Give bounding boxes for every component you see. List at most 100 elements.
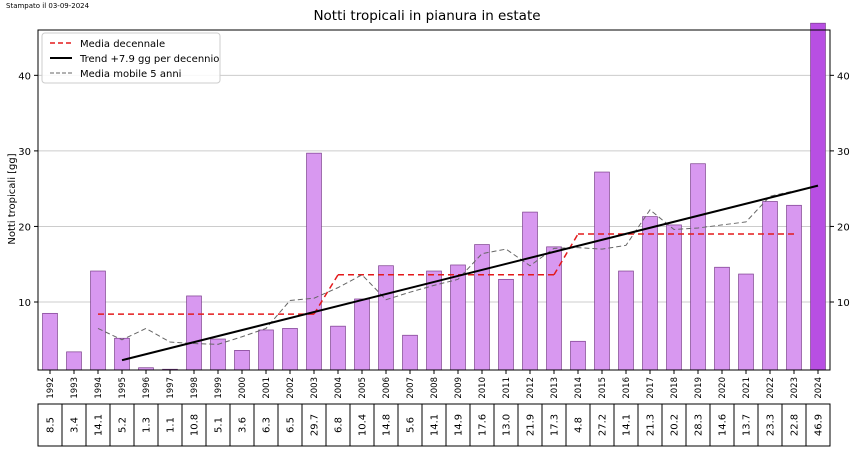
value-label: 3.4	[70, 417, 81, 433]
bar	[282, 328, 298, 371]
bar	[618, 270, 634, 371]
value-label: 14.1	[622, 414, 633, 436]
value-label: 21.3	[646, 414, 657, 436]
x-tick-label: 2010	[478, 377, 488, 399]
bar	[522, 211, 538, 371]
bar	[450, 264, 466, 371]
bar	[642, 216, 658, 371]
x-tick-label: 2007	[406, 377, 416, 399]
x-tick-label: 1993	[70, 377, 80, 399]
bar	[354, 298, 370, 371]
legend-label: Media decennale	[80, 39, 165, 50]
bar	[474, 244, 490, 371]
value-label: 20.2	[670, 414, 681, 436]
value-label: 22.8	[790, 414, 801, 436]
x-tick-label: 1999	[214, 377, 224, 399]
x-tick-label: 2000	[238, 377, 248, 399]
y-tick-label: 30	[18, 147, 31, 158]
print-date: Stampato il 03-09-2024	[6, 2, 90, 10]
trend-line	[121, 184, 819, 362]
value-label: 4.8	[574, 417, 585, 433]
bar	[258, 329, 274, 371]
value-label: 5.2	[118, 417, 129, 433]
y-tick-label: 40	[18, 71, 31, 82]
value-label: 6.8	[334, 417, 345, 433]
bar	[594, 171, 610, 371]
y-tick-label: 10	[18, 298, 31, 309]
x-tick-label: 2004	[334, 377, 344, 399]
value-label: 46.9	[814, 414, 825, 436]
x-tick-label: 2016	[622, 377, 632, 399]
value-label: 28.3	[694, 414, 705, 436]
y-tick-label: 30	[837, 147, 850, 158]
bar	[186, 295, 202, 371]
bar	[90, 270, 106, 371]
x-tick-label: 1994	[94, 377, 104, 399]
value-label: 21.9	[526, 414, 537, 436]
value-label: 27.2	[598, 414, 609, 436]
x-tick-label: 1992	[46, 377, 56, 399]
value-label: 10.4	[358, 414, 369, 436]
decade-mean-connector	[313, 274, 339, 315]
value-label: 17.3	[550, 414, 561, 436]
x-tick-label: 2005	[358, 377, 368, 399]
chart-title: Notti tropicali in pianura in estate	[313, 8, 540, 24]
y-tick-label: 20	[18, 222, 31, 233]
legend-box	[41, 32, 221, 84]
x-tick-label: 2003	[310, 377, 320, 399]
value-label: 6.5	[286, 417, 297, 433]
x-tick-label: 1998	[190, 377, 200, 399]
y-tick-label: 20	[837, 222, 850, 233]
x-tick-label: 2014	[574, 377, 584, 399]
value-label: 14.6	[718, 414, 729, 436]
x-tick-label: 2018	[670, 377, 680, 399]
x-tick-label: 1995	[118, 377, 128, 399]
value-label: 23.3	[766, 414, 777, 436]
x-tick-label: 2006	[382, 377, 392, 399]
x-tick-label: 2015	[598, 377, 608, 399]
value-label: 3.6	[238, 417, 249, 433]
value-label: 1.3	[142, 417, 153, 433]
x-tick-label: 2017	[646, 377, 656, 399]
x-tick-label: 1997	[166, 377, 176, 399]
value-label: 29.7	[310, 414, 321, 436]
bar	[570, 340, 586, 371]
x-tick-label: 2023	[790, 377, 800, 399]
bar	[234, 350, 250, 371]
x-tick-label: 2002	[286, 377, 296, 399]
bar	[690, 163, 706, 371]
decade-mean-connector	[553, 233, 579, 276]
value-label: 6.3	[262, 417, 273, 433]
bar	[330, 325, 346, 371]
value-label: 17.6	[478, 414, 489, 436]
y-axis-label: Notti tropicali [gg]	[7, 153, 18, 244]
value-label: 14.1	[94, 414, 105, 436]
bar	[810, 22, 826, 371]
value-label: 13.7	[742, 414, 753, 436]
x-tick-label: 2019	[694, 377, 704, 399]
bar	[378, 265, 394, 371]
bar	[498, 278, 514, 371]
value-label: 8.5	[46, 417, 57, 433]
value-label: 14.8	[382, 414, 393, 436]
x-tick-label: 2001	[262, 377, 272, 399]
bar	[714, 266, 730, 371]
moving-average-line	[97, 190, 795, 345]
value-label: 5.1	[214, 417, 225, 433]
x-tick-label: 2009	[454, 377, 464, 399]
legend-label: Trend +7.9 gg per decennio	[79, 54, 219, 65]
x-tick-label: 1996	[142, 377, 152, 399]
value-label: 13.0	[502, 414, 513, 436]
bar	[306, 152, 322, 371]
bar	[402, 334, 418, 371]
x-tick-label: 2024	[814, 377, 824, 399]
value-label: 10.8	[190, 414, 201, 436]
value-table	[37, 403, 831, 447]
value-label: 5.6	[406, 417, 417, 433]
value-label: 1.1	[166, 417, 177, 433]
bar	[114, 337, 130, 371]
x-tick-label: 2012	[526, 377, 536, 399]
bar	[666, 224, 682, 371]
bar	[738, 273, 754, 371]
